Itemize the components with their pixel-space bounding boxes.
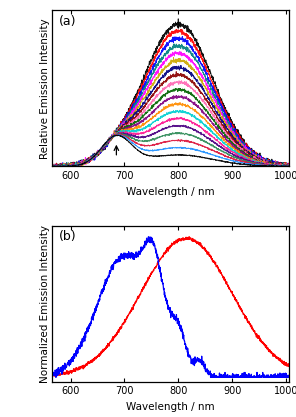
X-axis label: Wavelength / nm: Wavelength / nm <box>126 402 215 412</box>
X-axis label: Wavelength / nm: Wavelength / nm <box>126 187 215 197</box>
Y-axis label: Relative Emission Intensity: Relative Emission Intensity <box>41 18 50 159</box>
Y-axis label: Normalized Emission Intensity: Normalized Emission Intensity <box>41 225 50 382</box>
Text: (b): (b) <box>59 230 77 243</box>
Text: (a): (a) <box>59 15 76 28</box>
